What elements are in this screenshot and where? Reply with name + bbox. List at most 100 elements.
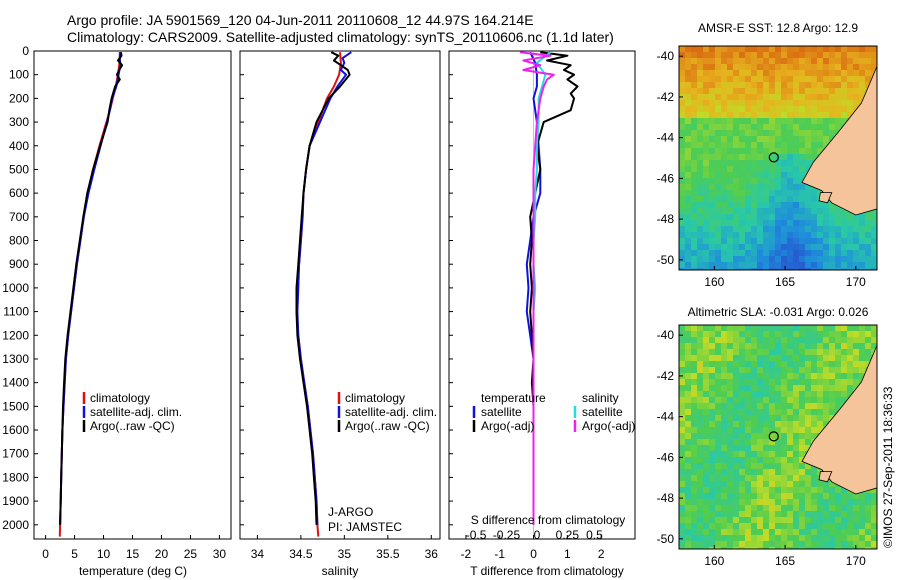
- map-cell: [811, 433, 818, 440]
- map-cell: [709, 172, 716, 179]
- map-cell: [841, 106, 848, 113]
- map-cell: [715, 190, 722, 197]
- map-cell: [835, 373, 842, 380]
- map-cell: [751, 481, 758, 488]
- map-cell: [733, 226, 740, 233]
- map-cell: [751, 94, 758, 101]
- map-cell: [703, 355, 710, 362]
- map-cell: [859, 76, 866, 83]
- map-cell: [685, 130, 692, 137]
- map-cell: [721, 475, 728, 482]
- map-cell: [793, 88, 800, 95]
- series-line-argo: [59, 52, 124, 525]
- map-cell: [685, 214, 692, 221]
- map-cell: [823, 517, 830, 524]
- legend-label-satellite: satellite-adj. clim.: [90, 405, 182, 419]
- map-cell: [709, 505, 716, 512]
- map-cell: [685, 178, 692, 185]
- map-cell: [763, 46, 770, 53]
- map-cell: [799, 433, 806, 440]
- map-cell: [775, 238, 782, 245]
- map-cell: [733, 58, 740, 65]
- map-cell: [823, 415, 830, 422]
- map-cell: [817, 94, 824, 101]
- map-cell: [709, 349, 716, 356]
- map-cell: [703, 94, 710, 101]
- map-cell: [817, 262, 824, 269]
- map-x-tick-label: 170: [846, 275, 866, 289]
- map-cell: [799, 244, 806, 251]
- map-cell: [703, 70, 710, 77]
- map-cell: [679, 268, 686, 270]
- depth-tick-label: 800: [9, 234, 29, 248]
- map-cell: [805, 349, 812, 356]
- map-cell: [775, 325, 782, 332]
- map-cell: [853, 529, 860, 536]
- map-cell: [739, 124, 746, 131]
- map-cell: [823, 499, 830, 506]
- map-cell: [685, 148, 692, 155]
- map-cell: [769, 268, 776, 270]
- map-cell: [805, 403, 812, 410]
- map-cell: [847, 337, 854, 344]
- map-cell: [799, 196, 806, 203]
- map-cell: [829, 523, 836, 530]
- map-cell: [811, 190, 818, 197]
- map-cell: [847, 493, 854, 500]
- map-cell: [835, 268, 842, 270]
- depth-axis: 0100200300400500600700800900100011001200…: [2, 44, 453, 532]
- map-cell: [763, 529, 770, 536]
- map-cell: [787, 190, 794, 197]
- map-cell: [769, 355, 776, 362]
- map-cell: [721, 385, 728, 392]
- map-cell: [679, 403, 686, 410]
- map-cell: [793, 106, 800, 113]
- map-cell: [757, 136, 764, 143]
- map-cell: [841, 385, 848, 392]
- map-cell: [853, 250, 860, 257]
- map-cell: [751, 172, 758, 179]
- map-y-tick-label: -48: [657, 491, 675, 505]
- map-cell: [829, 499, 836, 506]
- map-cell: [757, 124, 764, 131]
- map-cell: [739, 337, 746, 344]
- map-cell: [685, 529, 692, 536]
- map-cell: [805, 208, 812, 215]
- figure-title-line2: Climatology: CARS2009. Satellite-adjuste…: [67, 29, 614, 45]
- map-cell: [703, 415, 710, 422]
- map-cell: [697, 343, 704, 350]
- map-cell: [721, 361, 728, 368]
- map-cell: [763, 64, 770, 71]
- map-cell: [781, 238, 788, 245]
- map-cell: [871, 244, 877, 251]
- map-cell: [751, 88, 758, 95]
- map-cell: [727, 196, 734, 203]
- x-tick-label: 5: [71, 547, 78, 561]
- map-cell: [709, 70, 716, 77]
- map-cell: [799, 325, 806, 332]
- map-cell: [823, 403, 830, 410]
- map-cell: [841, 361, 848, 368]
- map-cell: [799, 385, 806, 392]
- map-cell: [769, 529, 776, 536]
- map-cell: [715, 547, 722, 549]
- map-cell: [721, 403, 728, 410]
- map-cell: [775, 475, 782, 482]
- map-cell: [691, 337, 698, 344]
- depth-tick-label: 0: [22, 44, 29, 58]
- map-cell: [751, 220, 758, 227]
- map-cell: [733, 154, 740, 161]
- map-cell: [733, 64, 740, 71]
- map-cell: [715, 523, 722, 530]
- map-cell: [709, 379, 716, 386]
- map-cell: [853, 355, 860, 362]
- map-cell: [787, 94, 794, 101]
- map-cell: [721, 238, 728, 245]
- map-cell: [679, 523, 686, 530]
- map-cell: [763, 76, 770, 83]
- map-cell: [751, 355, 758, 362]
- map-cell: [679, 469, 686, 476]
- map-cell: [757, 196, 764, 203]
- map-cell: [799, 331, 806, 338]
- map-cell: [679, 262, 686, 269]
